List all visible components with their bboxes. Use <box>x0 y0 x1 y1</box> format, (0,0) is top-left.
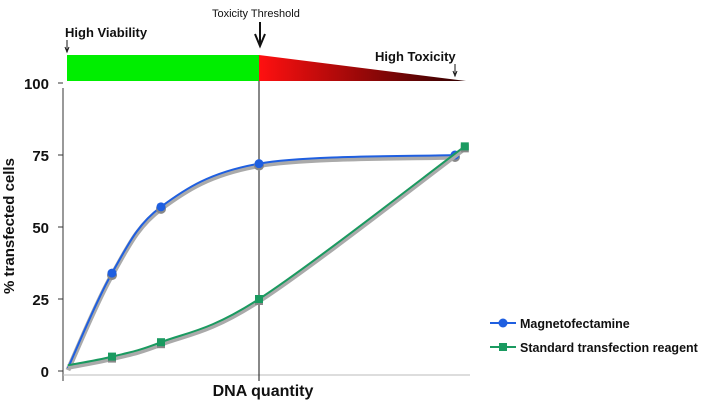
threshold-arrow-icon <box>254 22 266 49</box>
legend-marker <box>499 343 507 351</box>
high-viability-arrow-icon <box>64 40 70 54</box>
data-point <box>108 352 116 361</box>
series-shadow <box>67 146 467 370</box>
series-layer <box>65 142 469 372</box>
series-standard-transfection-reagent <box>67 142 469 370</box>
high-toxicity-arrow-icon <box>452 64 458 78</box>
data-point <box>157 338 165 347</box>
y-tick-label: 75 <box>32 148 49 165</box>
series-line <box>66 154 456 369</box>
data-point <box>156 202 166 212</box>
high-toxicity-label: High Toxicity <box>375 49 456 64</box>
y-tick-label: 25 <box>32 292 49 309</box>
legend-label: Standard transfection reagent <box>520 341 699 355</box>
viability-zone <box>67 55 259 81</box>
y-tick-label: 50 <box>32 220 49 237</box>
toxicity-zone <box>259 55 466 81</box>
legend-item: Magnetofectamine <box>490 317 630 331</box>
toxicity-bar: High Viability High Toxicity Toxicity Th… <box>64 8 466 81</box>
y-tick-label: 100 <box>24 76 49 93</box>
y-tick-label: 0 <box>41 364 49 381</box>
series-shadow <box>65 154 456 372</box>
legend-label: Magnetofectamine <box>520 317 630 331</box>
legend-item: Standard transfection reagent <box>490 341 699 355</box>
y-axis-label: % transfected cells <box>1 158 18 294</box>
data-point <box>460 142 469 151</box>
data-point <box>107 268 117 278</box>
legend: Magnetofectamine Standard transfection re… <box>490 317 699 355</box>
data-point <box>254 159 264 169</box>
x-axis-label: DNA quantity <box>213 383 314 400</box>
axes: 0 25 50 75 100 <box>24 76 470 381</box>
data-point <box>255 295 263 303</box>
toxicity-threshold-label: Toxicity Threshold <box>212 8 300 20</box>
high-viability-label: High Viability <box>65 25 148 40</box>
series-line <box>67 145 466 367</box>
legend-marker <box>498 318 508 328</box>
series-magnetofectamine <box>65 150 460 372</box>
